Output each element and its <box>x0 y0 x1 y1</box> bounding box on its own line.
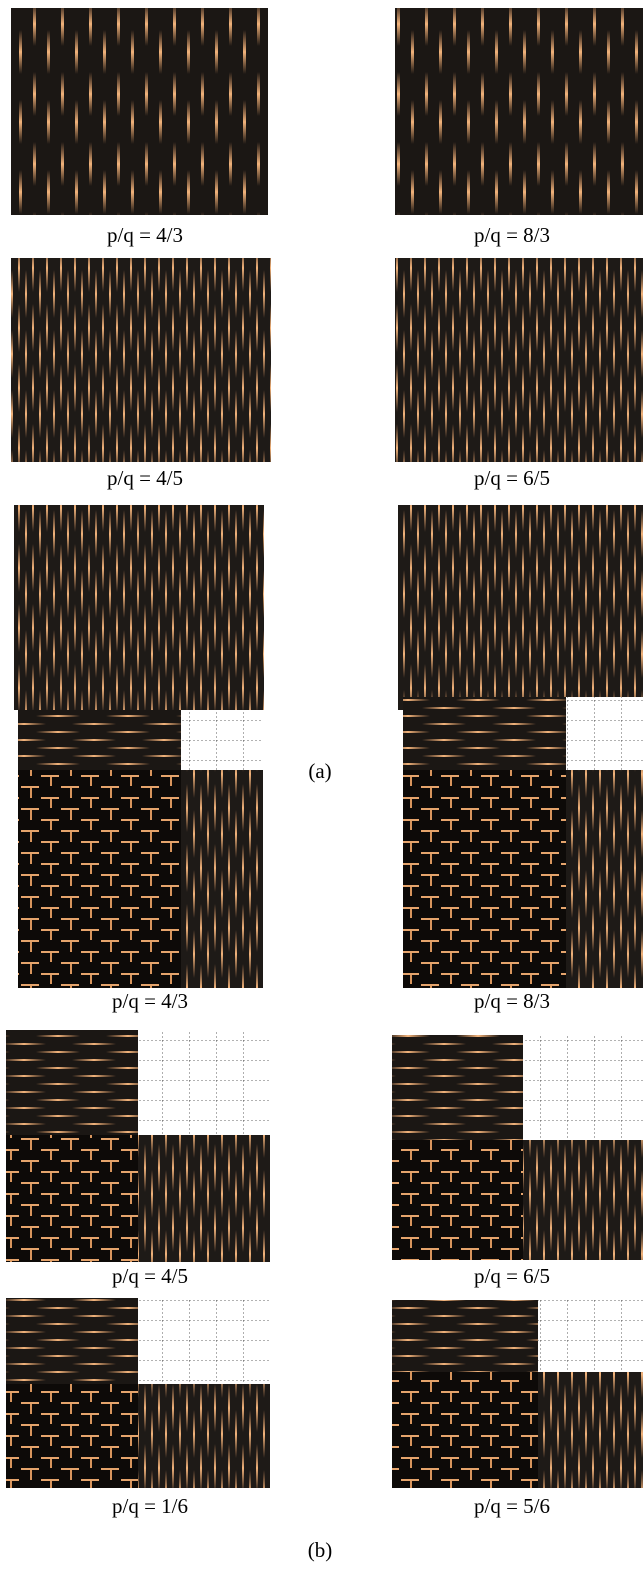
warp-image <box>566 770 643 988</box>
panel-label: (a) <box>308 759 331 783</box>
grid-region <box>566 697 643 770</box>
grid-region <box>181 710 263 770</box>
caption: p/q = 6/5 <box>474 1264 550 1288</box>
caption: p/q = 8/3 <box>474 223 550 247</box>
lattice-image <box>6 1384 138 1488</box>
lattice-image <box>18 770 181 988</box>
weft-image <box>18 710 181 770</box>
caption: p/q = 4/5 <box>112 1264 188 1288</box>
warp-image <box>523 1140 643 1260</box>
weave-image <box>11 258 271 462</box>
weave-image <box>395 258 643 462</box>
figure: (a) (b) p/q = 4/3 p/q = 8/3 p/q = 4/5 p/q =… <box>0 0 643 1569</box>
weave-image <box>14 505 264 710</box>
warp-image <box>138 1384 270 1488</box>
caption: p/q = 6/5 <box>474 466 550 490</box>
weft-image <box>392 1035 523 1140</box>
weft-image <box>6 1298 138 1384</box>
weave-image <box>395 8 643 215</box>
warp-image <box>538 1372 643 1488</box>
lattice-image <box>392 1372 538 1488</box>
weft-image <box>6 1030 138 1135</box>
weave-image <box>11 8 268 215</box>
panel-label: (b) <box>308 1538 333 1562</box>
grid-region <box>523 1035 643 1140</box>
lattice-image <box>6 1135 138 1262</box>
grid-region <box>538 1300 643 1372</box>
lattice-image <box>392 1140 523 1260</box>
caption: p/q = 4/3 <box>112 989 188 1013</box>
caption: p/q = 5/6 <box>474 1494 550 1518</box>
caption: p/q = 4/5 <box>107 466 183 490</box>
page: (a) (b) p/q = 4/3 p/q = 8/3 p/q = 4/5 p/q =… <box>0 0 643 1569</box>
lattice-image <box>403 770 566 988</box>
grid-region <box>138 1030 270 1135</box>
warp-image <box>138 1135 270 1262</box>
grid-region <box>138 1298 270 1384</box>
caption: p/q = 4/3 <box>107 223 183 247</box>
weft-image <box>392 1300 538 1372</box>
warp-image <box>181 770 263 988</box>
weave-image <box>398 505 643 710</box>
weft-image <box>403 697 566 770</box>
caption: p/q = 8/3 <box>474 989 550 1013</box>
caption: p/q = 1/6 <box>112 1494 188 1518</box>
